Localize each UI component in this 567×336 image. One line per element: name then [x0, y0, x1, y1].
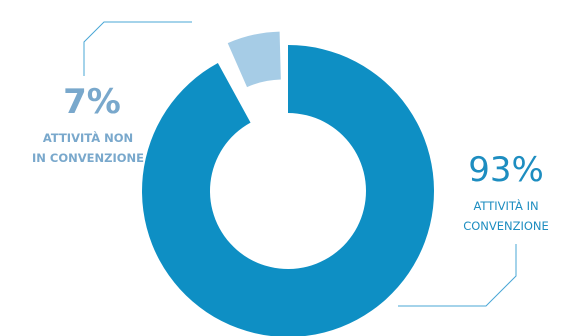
category-label-line: ATTIVITÀ IN	[473, 199, 539, 213]
category-label-line: CONVENZIONE	[463, 219, 549, 233]
value-label-non-convenzione: 7%	[63, 82, 121, 122]
category-label-line: IN CONVENZIONE	[31, 151, 144, 165]
value-label-convenzione: 93%	[468, 150, 544, 190]
category-label-non-convenzione: ATTIVITÀ NON IN CONVENZIONE	[24, 128, 152, 168]
donut-slice-in-convenzione	[142, 45, 434, 336]
leader-line-non-convenzione	[83, 21, 192, 76]
category-label-line: ATTIVITÀ NON	[42, 131, 134, 145]
leader-line-convenzione	[398, 244, 517, 307]
donut-slice-non-in-convenzione	[227, 31, 281, 88]
category-label-convenzione: ATTIVITÀ IN CONVENZIONE	[446, 196, 566, 236]
